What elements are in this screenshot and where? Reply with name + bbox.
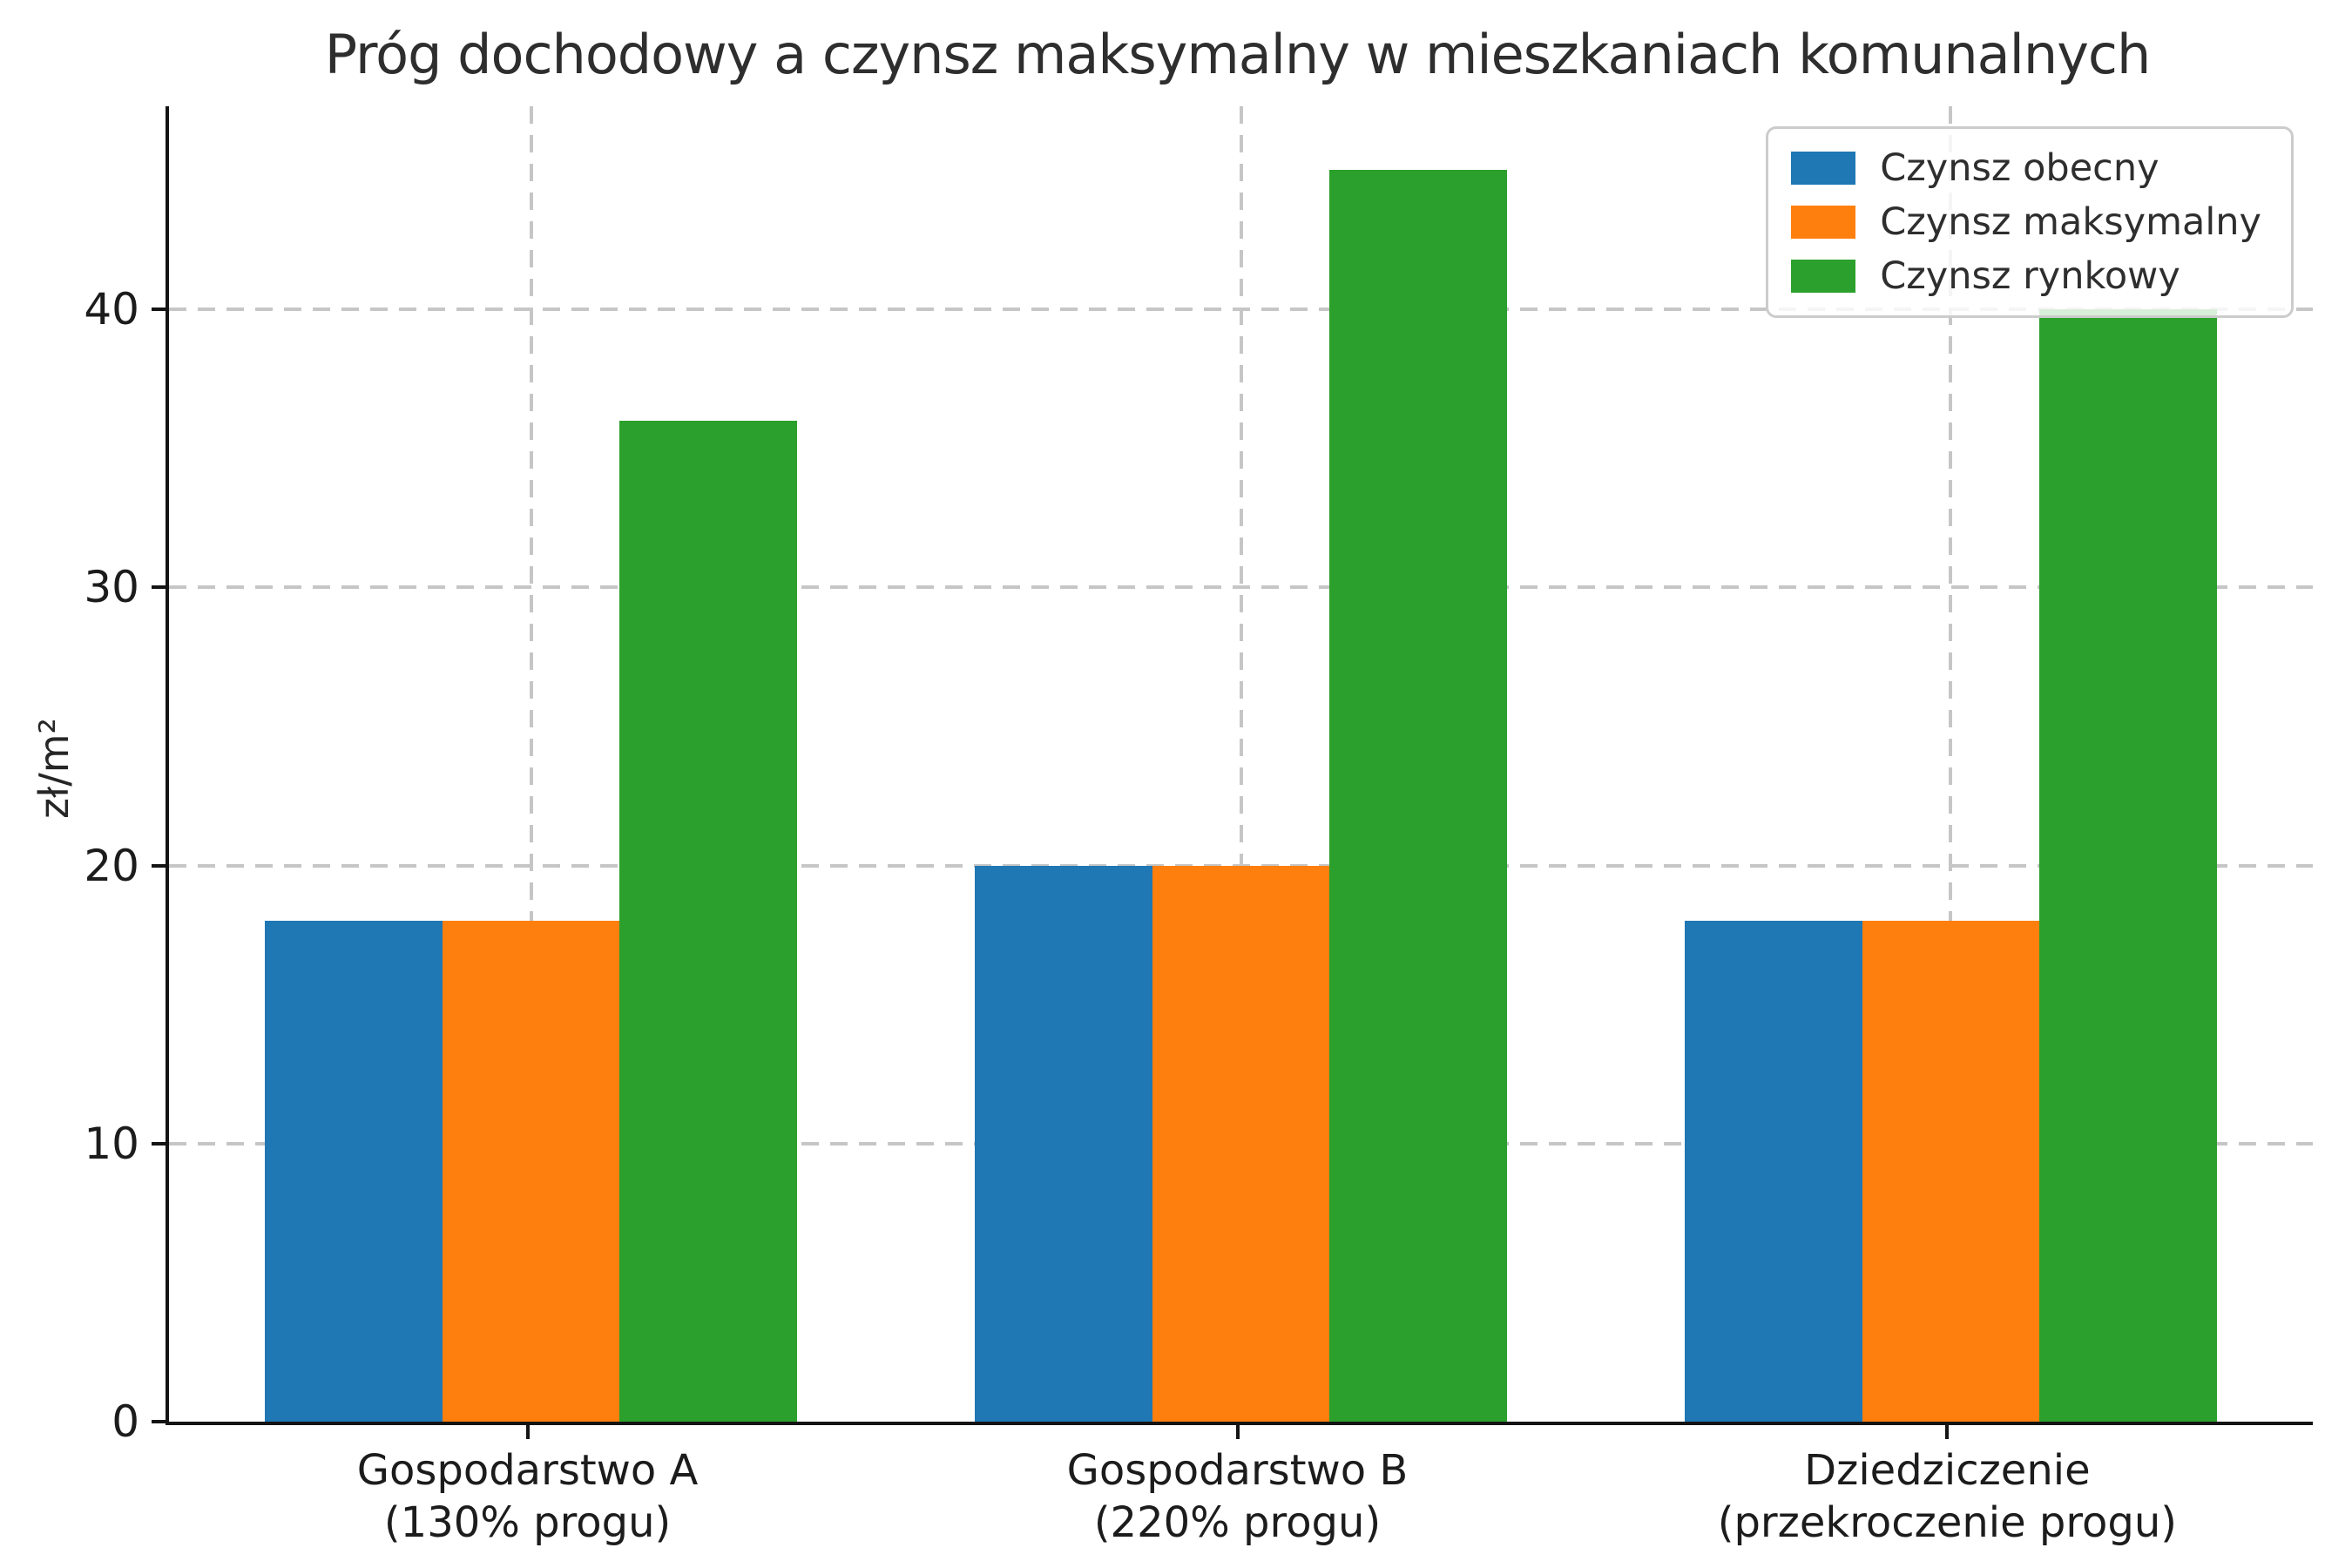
y-tick-label: 20 <box>84 840 139 891</box>
x-tick-label-line2: (220% progu) <box>1093 1498 1382 1547</box>
legend-swatch <box>1791 260 1856 293</box>
x-tick-label: Gospodarstwo B (220% progu) <box>846 1444 1630 1549</box>
bar-czynsz-rynkowy-2 <box>2039 309 2217 1422</box>
legend: Czynsz obecny Czynsz maksymalny Czynsz ryn… <box>1766 126 2294 318</box>
legend-swatch <box>1791 152 1856 185</box>
legend-item: Czynsz maksymalny <box>1791 200 2261 244</box>
y-axis-label: zł/m² <box>30 718 78 819</box>
x-tick-label: Dziedziczenie (przekroczenie progu) <box>1555 1444 2339 1549</box>
x-tick-label-line1: Gospodarstwo A <box>356 1446 699 1495</box>
legend-label: Czynsz obecny <box>1880 146 2159 190</box>
gridline-vertical <box>1949 106 1953 1422</box>
x-tick-mark <box>1945 1425 1950 1439</box>
bar-czynsz-rynkowy-0 <box>619 420 798 1422</box>
bar-czynsz-maksymalny-1 <box>1152 865 1330 1422</box>
y-tick-mark <box>152 1141 166 1146</box>
legend-item: Czynsz obecny <box>1791 146 2261 190</box>
x-tick-mark <box>525 1425 530 1439</box>
y-tick-mark <box>152 308 166 312</box>
y-tick-mark <box>152 1420 166 1423</box>
legend-label: Czynsz maksymalny <box>1880 200 2261 244</box>
plot-area <box>166 106 2313 1425</box>
bar-czynsz-obecny-1 <box>974 865 1152 1422</box>
y-tick-label: 30 <box>84 562 139 613</box>
y-tick-label: 40 <box>84 284 139 335</box>
bar-czynsz-obecny-2 <box>1684 921 1862 1422</box>
gridline-vertical <box>1239 106 1243 1422</box>
y-tick-label: 0 <box>112 1396 139 1447</box>
x-tick-label-line2: (130% progu) <box>383 1498 672 1547</box>
y-tick-label: 10 <box>84 1118 139 1169</box>
x-tick-label-line1: Dziedziczenie <box>1804 1446 2091 1495</box>
legend-item: Czynsz rynkowy <box>1791 254 2261 298</box>
gridline-horizontal <box>169 585 2313 590</box>
x-tick-label: Gospodarstwo A (130% progu) <box>136 1444 920 1549</box>
gridline-vertical <box>529 106 533 1422</box>
y-tick-mark <box>152 585 166 590</box>
legend-swatch <box>1791 206 1856 239</box>
x-tick-mark <box>1235 1425 1240 1439</box>
y-tick-mark <box>152 863 166 868</box>
bar-czynsz-rynkowy-1 <box>1329 170 1508 1422</box>
x-tick-label-line2: (przekroczenie progu) <box>1717 1498 2178 1547</box>
legend-label: Czynsz rynkowy <box>1880 254 2180 298</box>
bar-czynsz-obecny-0 <box>265 921 443 1422</box>
x-tick-label-line1: Gospodarstwo B <box>1066 1446 1409 1495</box>
gridline-horizontal <box>169 308 2313 312</box>
bar-czynsz-maksymalny-0 <box>442 921 620 1422</box>
chart-title: Próg dochodowy a czynsz maksymalny w mie… <box>324 23 2152 86</box>
bar-czynsz-maksymalny-2 <box>1862 921 2040 1422</box>
